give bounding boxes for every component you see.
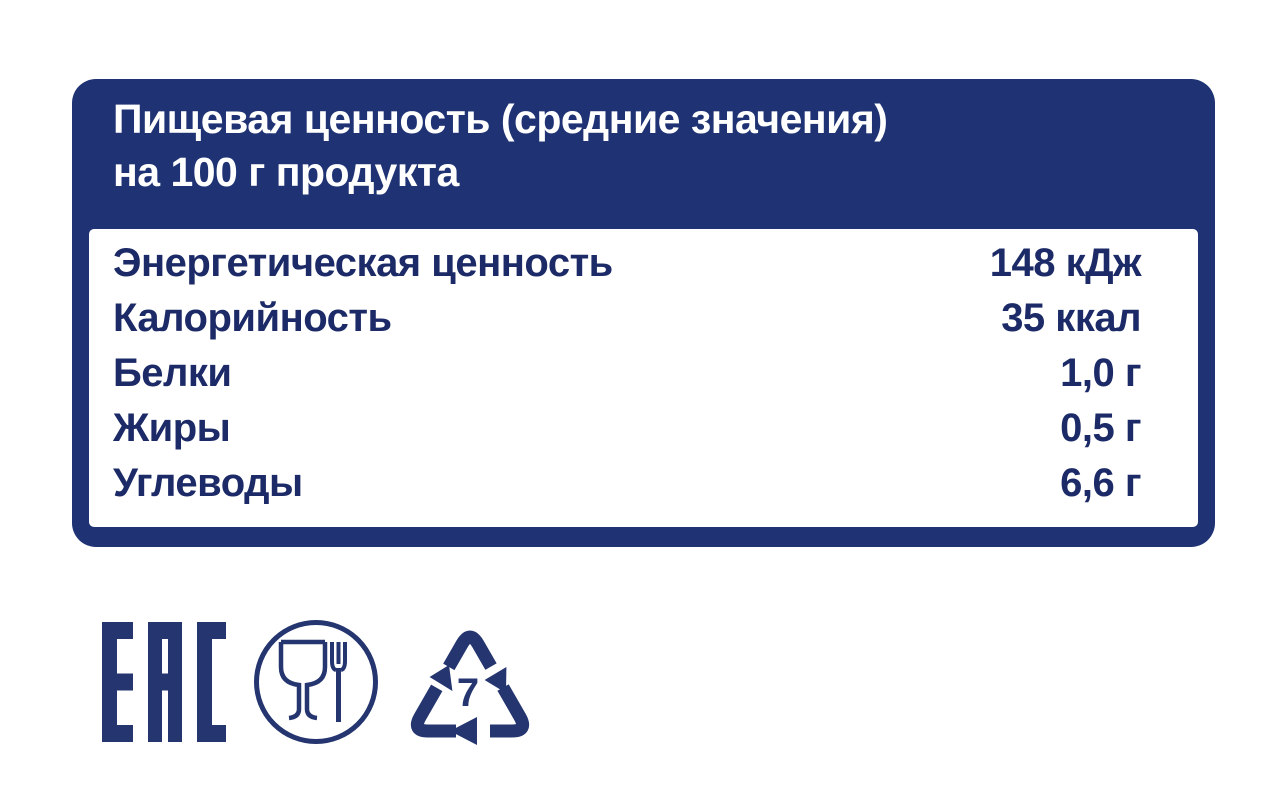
table-row: Жиры 0,5 г bbox=[113, 401, 1141, 456]
nutrition-table: Энергетическая ценность 148 кДж Калорийн… bbox=[89, 229, 1198, 527]
row-value: 148 кДж bbox=[989, 241, 1142, 285]
row-label: Углеводы bbox=[113, 461, 303, 505]
eac-mark-icon bbox=[102, 622, 226, 742]
row-label: Калорийность bbox=[113, 296, 392, 340]
table-row: Энергетическая ценность 148 кДж bbox=[113, 236, 1142, 291]
row-value: 1,0 г bbox=[1060, 351, 1141, 395]
nutrition-card-header: Пищевая ценность (средние значения) на 1… bbox=[89, 79, 1198, 229]
nutrition-header-line2: на 100 г продукта bbox=[113, 149, 459, 195]
table-row: Углеводы 6,6 г bbox=[113, 456, 1141, 511]
row-label: Жиры bbox=[113, 406, 231, 450]
row-value: 6,6 г bbox=[1060, 461, 1141, 505]
row-value: 0,5 г bbox=[1060, 406, 1141, 450]
table-row: Белки 1,0 г bbox=[113, 346, 1141, 401]
recycling-code-number: 7 bbox=[457, 671, 479, 715]
row-label: Энергетическая ценность bbox=[113, 241, 613, 285]
nutrition-facts-card: Пищевая ценность (средние значения) на 1… bbox=[72, 79, 1215, 547]
recycle-triangle-icon: 7 bbox=[410, 630, 530, 745]
nutrition-header-line1: Пищевая ценность (средние значения) bbox=[113, 96, 888, 142]
row-value: 35 ккал bbox=[1001, 296, 1141, 340]
row-label: Белки bbox=[113, 351, 232, 395]
table-row: Калорийность 35 ккал bbox=[113, 291, 1141, 346]
glass-and-fork-icon bbox=[254, 620, 378, 744]
